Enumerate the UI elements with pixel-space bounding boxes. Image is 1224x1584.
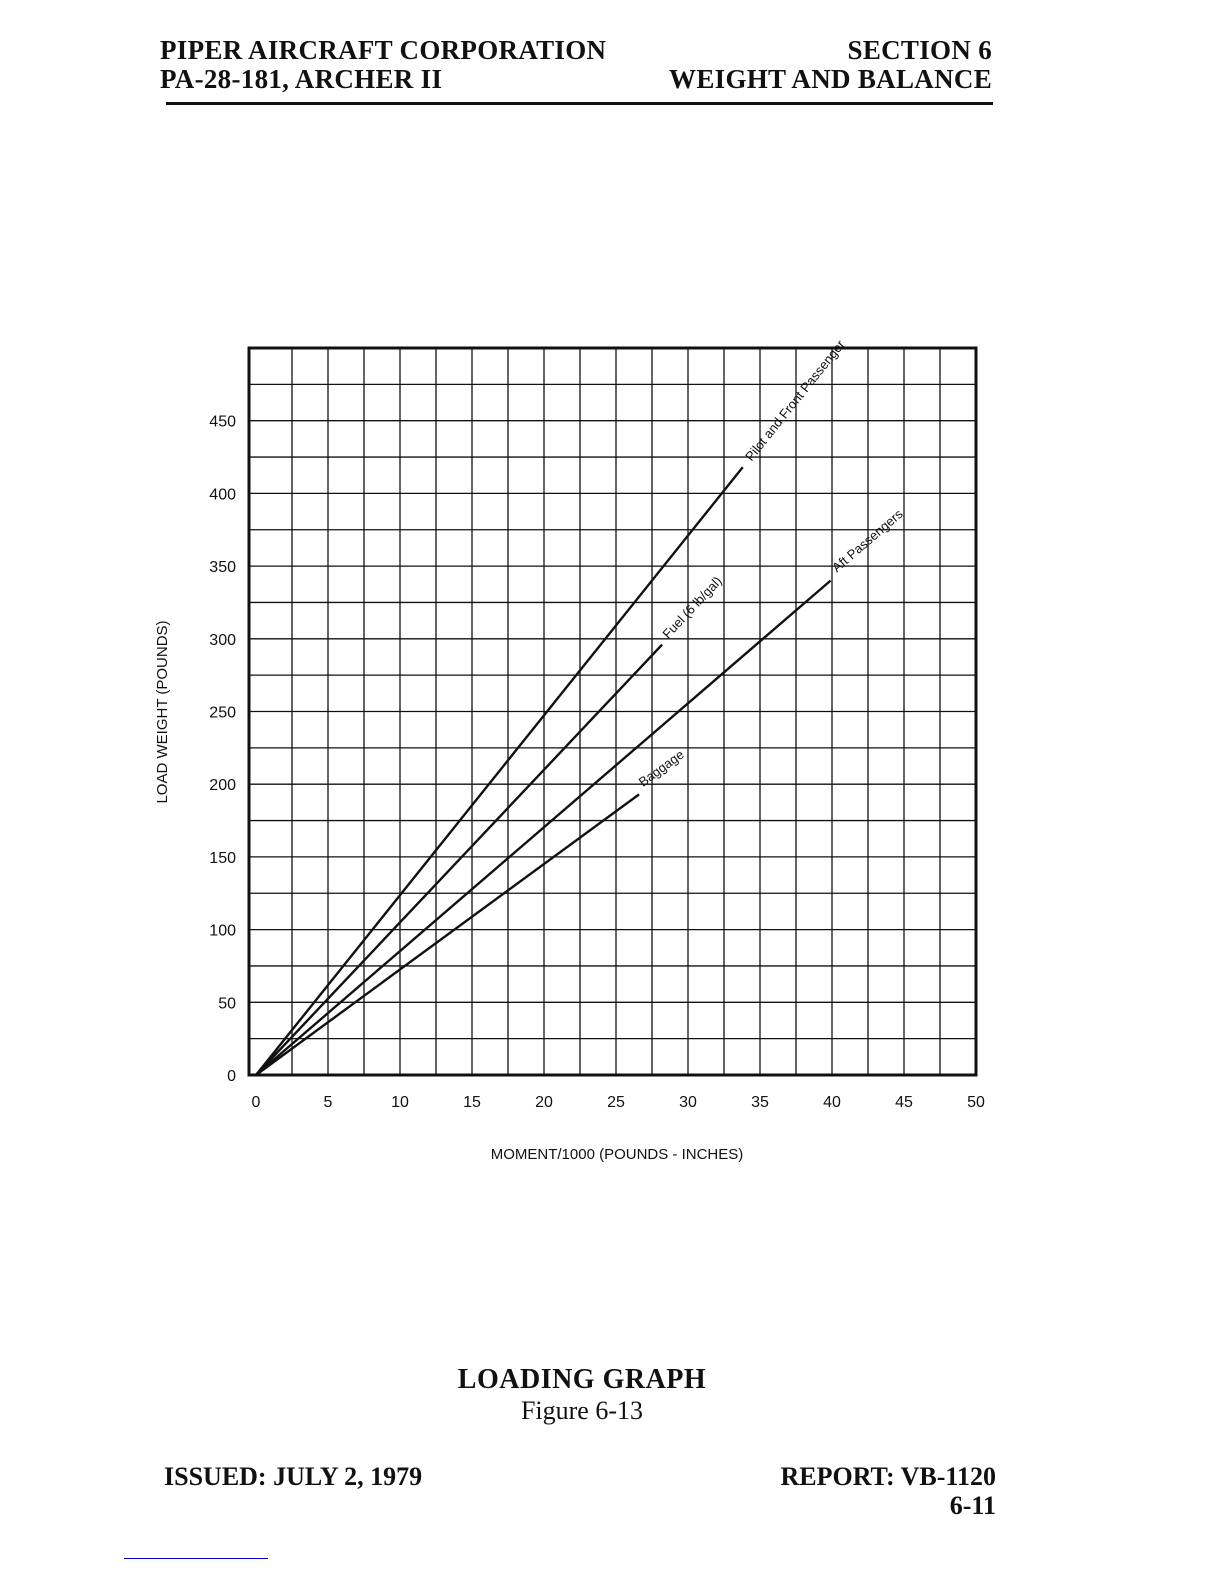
- y-tick-label: 50: [218, 995, 236, 1012]
- series-line: [255, 793, 640, 1076]
- report-number: REPORT: VB-1120: [780, 1462, 996, 1491]
- series-line: [255, 579, 832, 1076]
- y-tick-label: 400: [209, 486, 236, 503]
- x-tick-label: 25: [607, 1094, 625, 1111]
- y-tick-label: 300: [209, 632, 236, 649]
- x-tick-label: 10: [391, 1094, 409, 1111]
- header-rule: [166, 102, 993, 105]
- x-axis-label: MOMENT/1000 (POUNDS - INCHES): [491, 1146, 744, 1163]
- loading-graph-chart: 0 5 10 15 20 25 30 35 40 45 50 0 50 100 150 200 250 300 35…: [154, 337, 985, 1163]
- y-tick-label: 100: [209, 923, 236, 940]
- section-title: WEIGHT AND BALANCE: [669, 64, 992, 94]
- x-tick-label: 50: [967, 1094, 985, 1111]
- footnote-rule: [124, 1558, 268, 1559]
- section-number: SECTION 6: [847, 35, 992, 65]
- x-tick-label: 45: [895, 1094, 913, 1111]
- series-line: [255, 466, 744, 1076]
- chart-series: [255, 466, 832, 1076]
- plot-frame: [247, 346, 978, 1077]
- x-tick-label: 5: [324, 1094, 333, 1111]
- document-header-right: SECTION 6 WEIGHT AND BALANCE: [669, 36, 992, 94]
- y-tick-label: 150: [209, 850, 236, 867]
- company-name: PIPER AIRCRAFT CORPORATION: [160, 35, 607, 65]
- figure-title: LOADING GRAPH: [457, 1364, 707, 1395]
- y-tick-label: 350: [209, 559, 236, 576]
- y-tick-label: 0: [227, 1068, 236, 1085]
- x-tick-label: 30: [679, 1094, 697, 1111]
- y-tick-label: 200: [209, 777, 236, 794]
- aircraft-model: PA-28-181, ARCHER II: [160, 64, 443, 94]
- series-label: Baggage: [636, 747, 687, 790]
- page-number: 6-11: [949, 1491, 996, 1520]
- y-axis-label: LOAD WEIGHT (POUNDS): [154, 620, 171, 803]
- y-tick-label: 450: [209, 414, 236, 431]
- report-block: REPORT: VB-1120 6-11: [780, 1462, 996, 1520]
- figure-number: Figure 6-13: [520, 1396, 644, 1425]
- y-tick-label: 250: [209, 705, 236, 722]
- x-tick-label: 20: [535, 1094, 553, 1111]
- series-label: Fuel (6 lb/gal): [659, 573, 724, 641]
- x-tick-label: 40: [823, 1094, 841, 1111]
- x-tick-label: 0: [252, 1094, 261, 1111]
- x-tick-label: 35: [751, 1094, 769, 1111]
- series-line: [255, 643, 663, 1076]
- x-tick-label: 15: [463, 1094, 481, 1111]
- chart-tick-labels: 0 5 10 15 20 25 30 35 40 45 50 0 50 100 150 200 250 300 35…: [209, 414, 985, 1111]
- document-header-left: PIPER AIRCRAFT CORPORATION PA-28-181, AR…: [160, 36, 606, 94]
- issued-date: ISSUED: JULY 2, 1979: [164, 1462, 423, 1491]
